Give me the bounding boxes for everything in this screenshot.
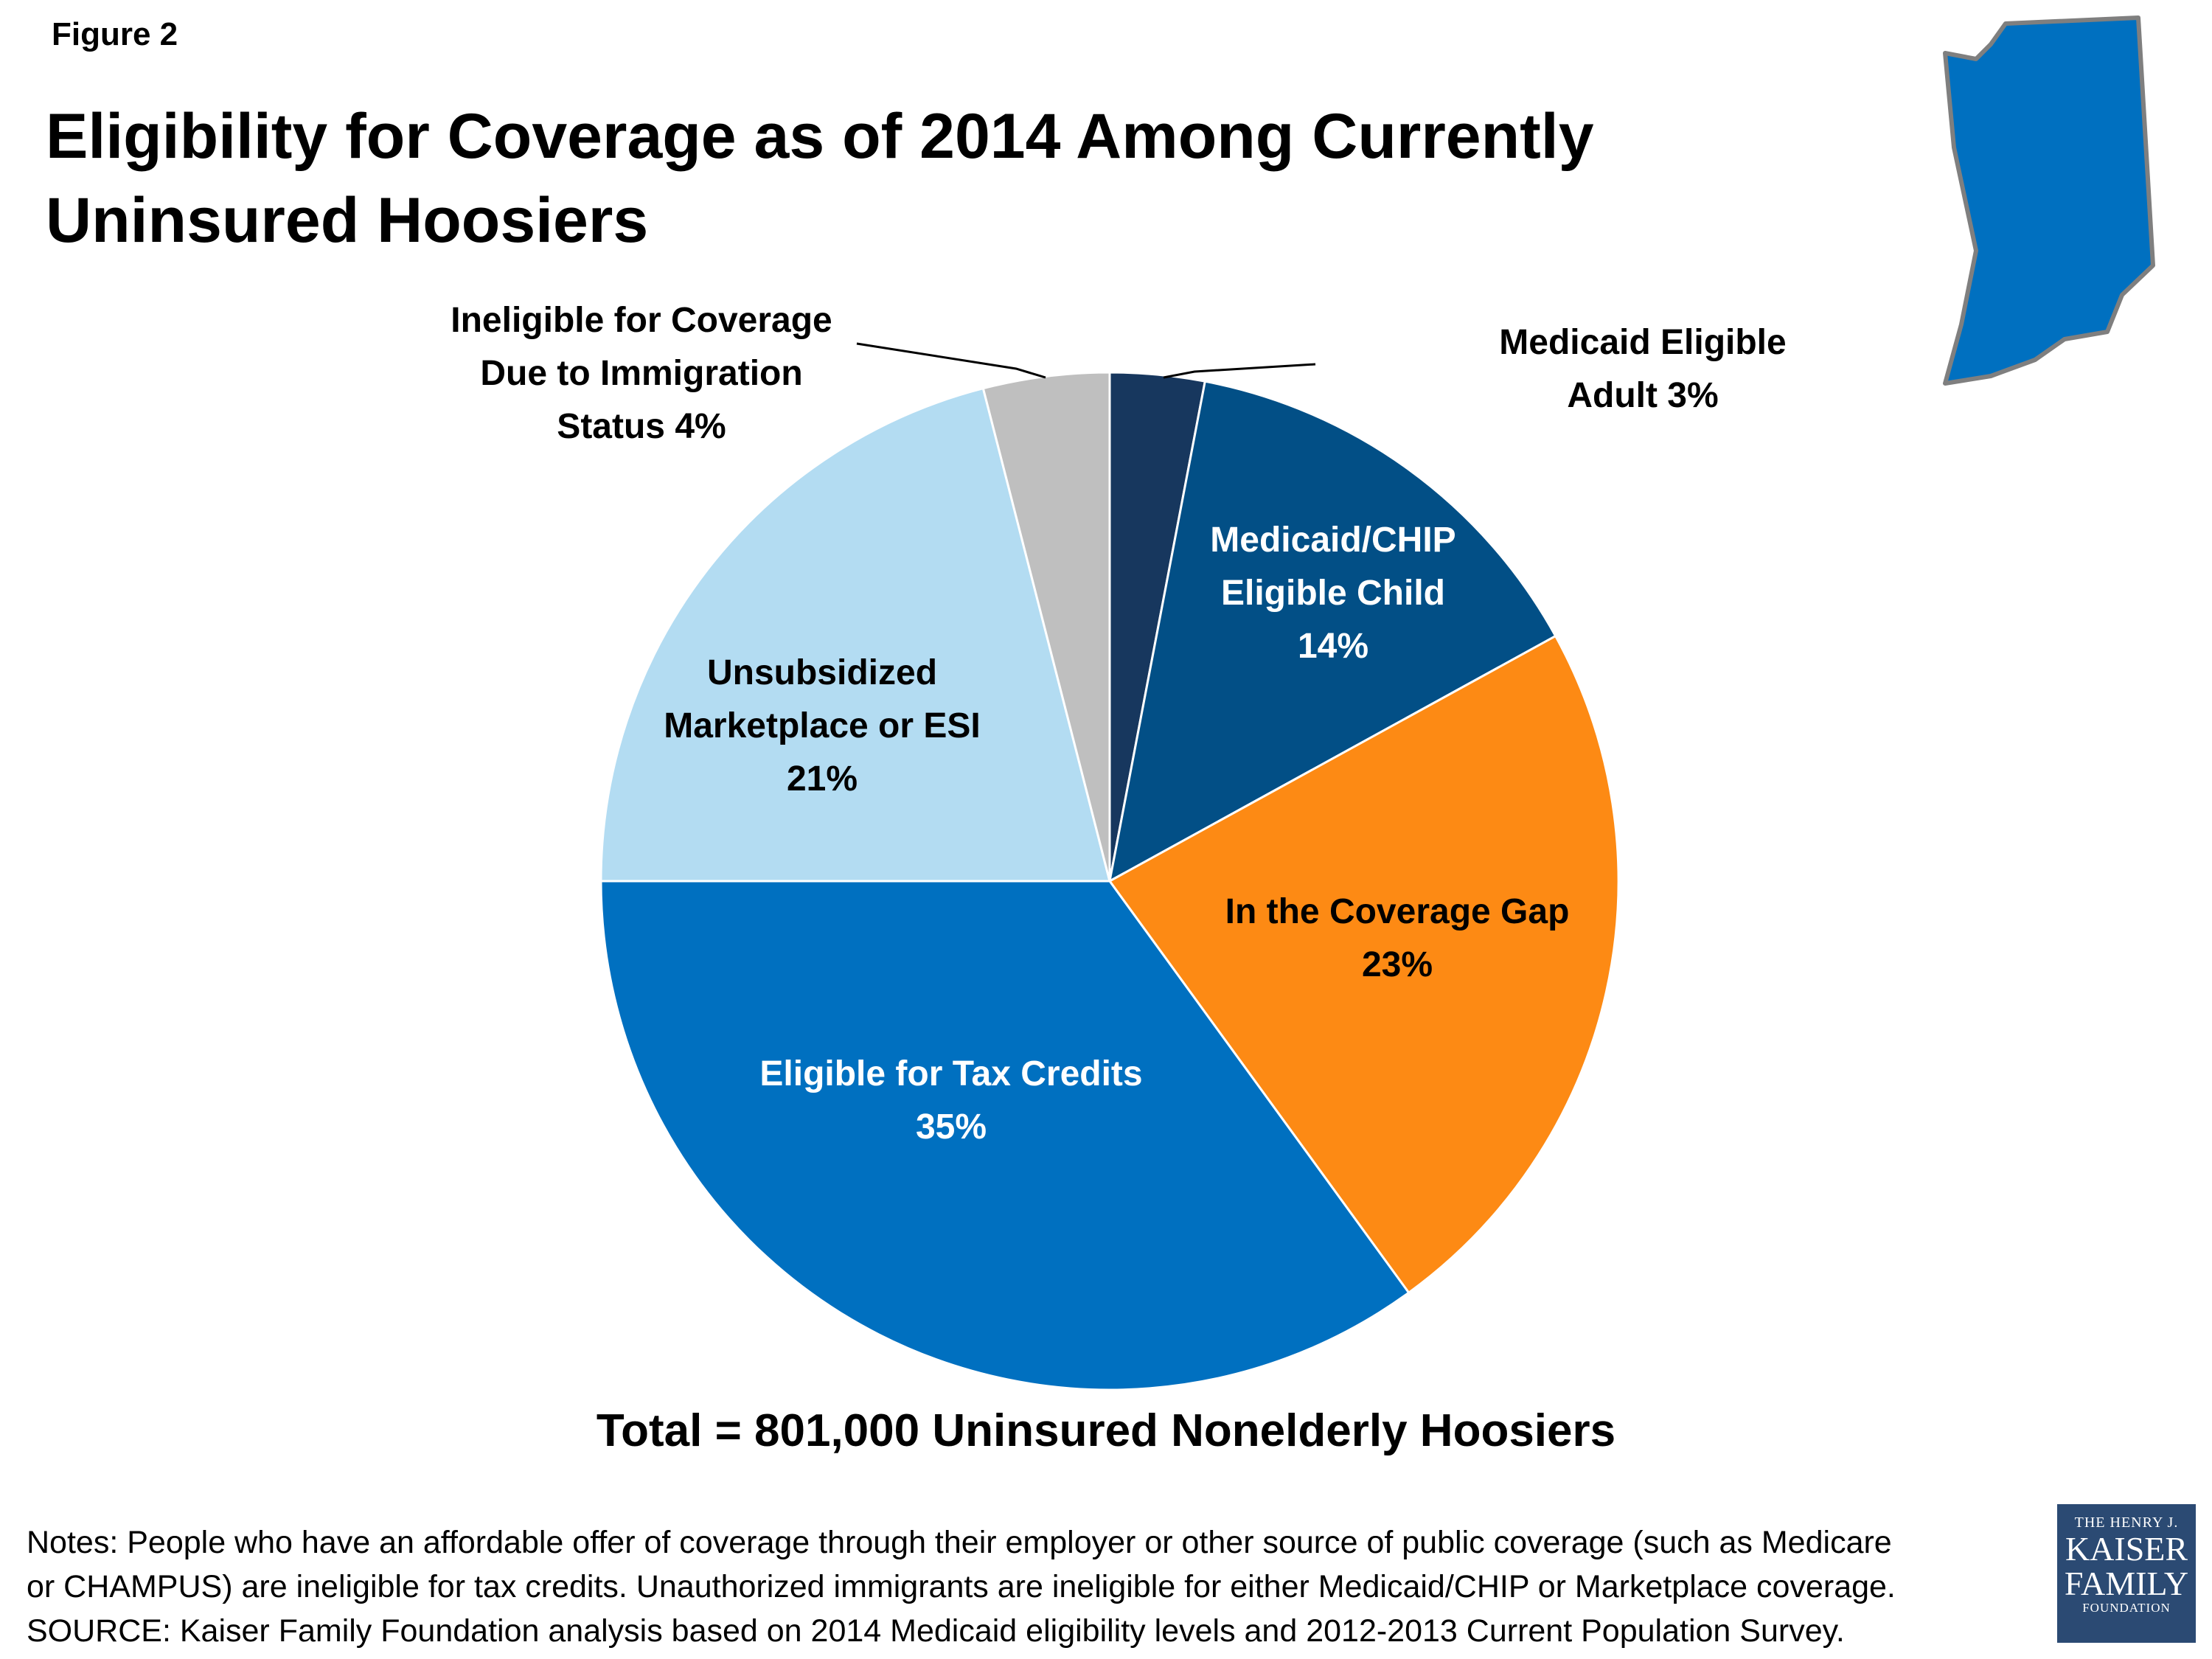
figure-label: Figure 2: [52, 16, 178, 52]
chart-title: Eligibility for Coverage as of 2014 Amon…: [46, 101, 1594, 256]
pie-slice: [981, 371, 1111, 882]
slice-label-line: Due to Immigration: [480, 354, 802, 393]
logo-line: THE HENRY J.: [2074, 1514, 2179, 1531]
slice-label-line: Eligible for Tax Credits: [759, 1054, 1142, 1093]
state-outline: [1943, 15, 2155, 386]
total-caption: Total = 801,000 Uninsured Nonelderly Hoo…: [596, 1405, 1616, 1456]
logo-line: FAMILY: [2064, 1565, 2189, 1602]
slice-label-line: Medicaid/CHIP: [1210, 521, 1455, 560]
slice-label: Medicaid/CHIP Eligible Child 14%: [1210, 521, 1455, 666]
logo-line: KAISER: [2065, 1530, 2188, 1568]
leader-lines: [856, 342, 1316, 379]
slice-labels: Medicaid Eligible Adult 3% Medicaid/CHIP El…: [451, 301, 1786, 1147]
logo-line: FOUNDATION: [2082, 1601, 2171, 1615]
notes-line: Notes: People who have an affordable off…: [27, 1525, 1892, 1560]
leader-line-immigration: [856, 342, 1046, 379]
notes-block: Notes: People who have an affordable off…: [27, 1520, 2076, 1653]
slice-label: Eligible for Tax Credits 35%: [759, 1054, 1142, 1147]
notes-line: SOURCE: Kaiser Family Foundation analysi…: [27, 1613, 1845, 1649]
slice-label-line: Eligible Child: [1221, 574, 1445, 613]
pie-slice: [599, 386, 1111, 883]
slice-label-line: 21%: [787, 759, 858, 799]
slice-label-line: 23%: [1362, 945, 1433, 984]
pie-slices: [599, 371, 1620, 1391]
slice-label-line: 35%: [916, 1107, 987, 1147]
pie-slice: [1107, 380, 1557, 883]
slice-label: Unsubsidized Marketplace or ESI 21%: [664, 653, 981, 799]
slice-label: Ineligible for Coverage Due to Immigratio…: [451, 301, 832, 446]
slice-label: Medicaid Eligible Adult 3%: [1499, 323, 1786, 415]
kff-logo: THE HENRY J. KAISER FAMILY FOUNDATION: [2057, 1504, 2196, 1643]
slice-label-line: Marketplace or ESI: [664, 706, 981, 745]
slice-label-line: Ineligible for Coverage: [451, 301, 832, 340]
leader-line-medicaid-adult: [1163, 363, 1316, 379]
slice-label-line: Unsubsidized: [707, 653, 937, 692]
indiana-state-icon: [1943, 15, 2155, 386]
pie-slice: [1107, 634, 1620, 1295]
notes-line: or CHAMPUS) are ineligible for tax credi…: [27, 1569, 1896, 1604]
slice-label: In the Coverage Gap 23%: [1225, 892, 1570, 984]
slice-label-line: 14%: [1298, 627, 1368, 666]
slice-label-line: In the Coverage Gap: [1225, 892, 1570, 931]
pie-slice: [599, 880, 1411, 1391]
slice-label-line: Adult 3%: [1567, 376, 1718, 415]
slice-label-line: Status 4%: [557, 407, 726, 446]
slice-label-line: Medicaid Eligible: [1499, 323, 1786, 362]
